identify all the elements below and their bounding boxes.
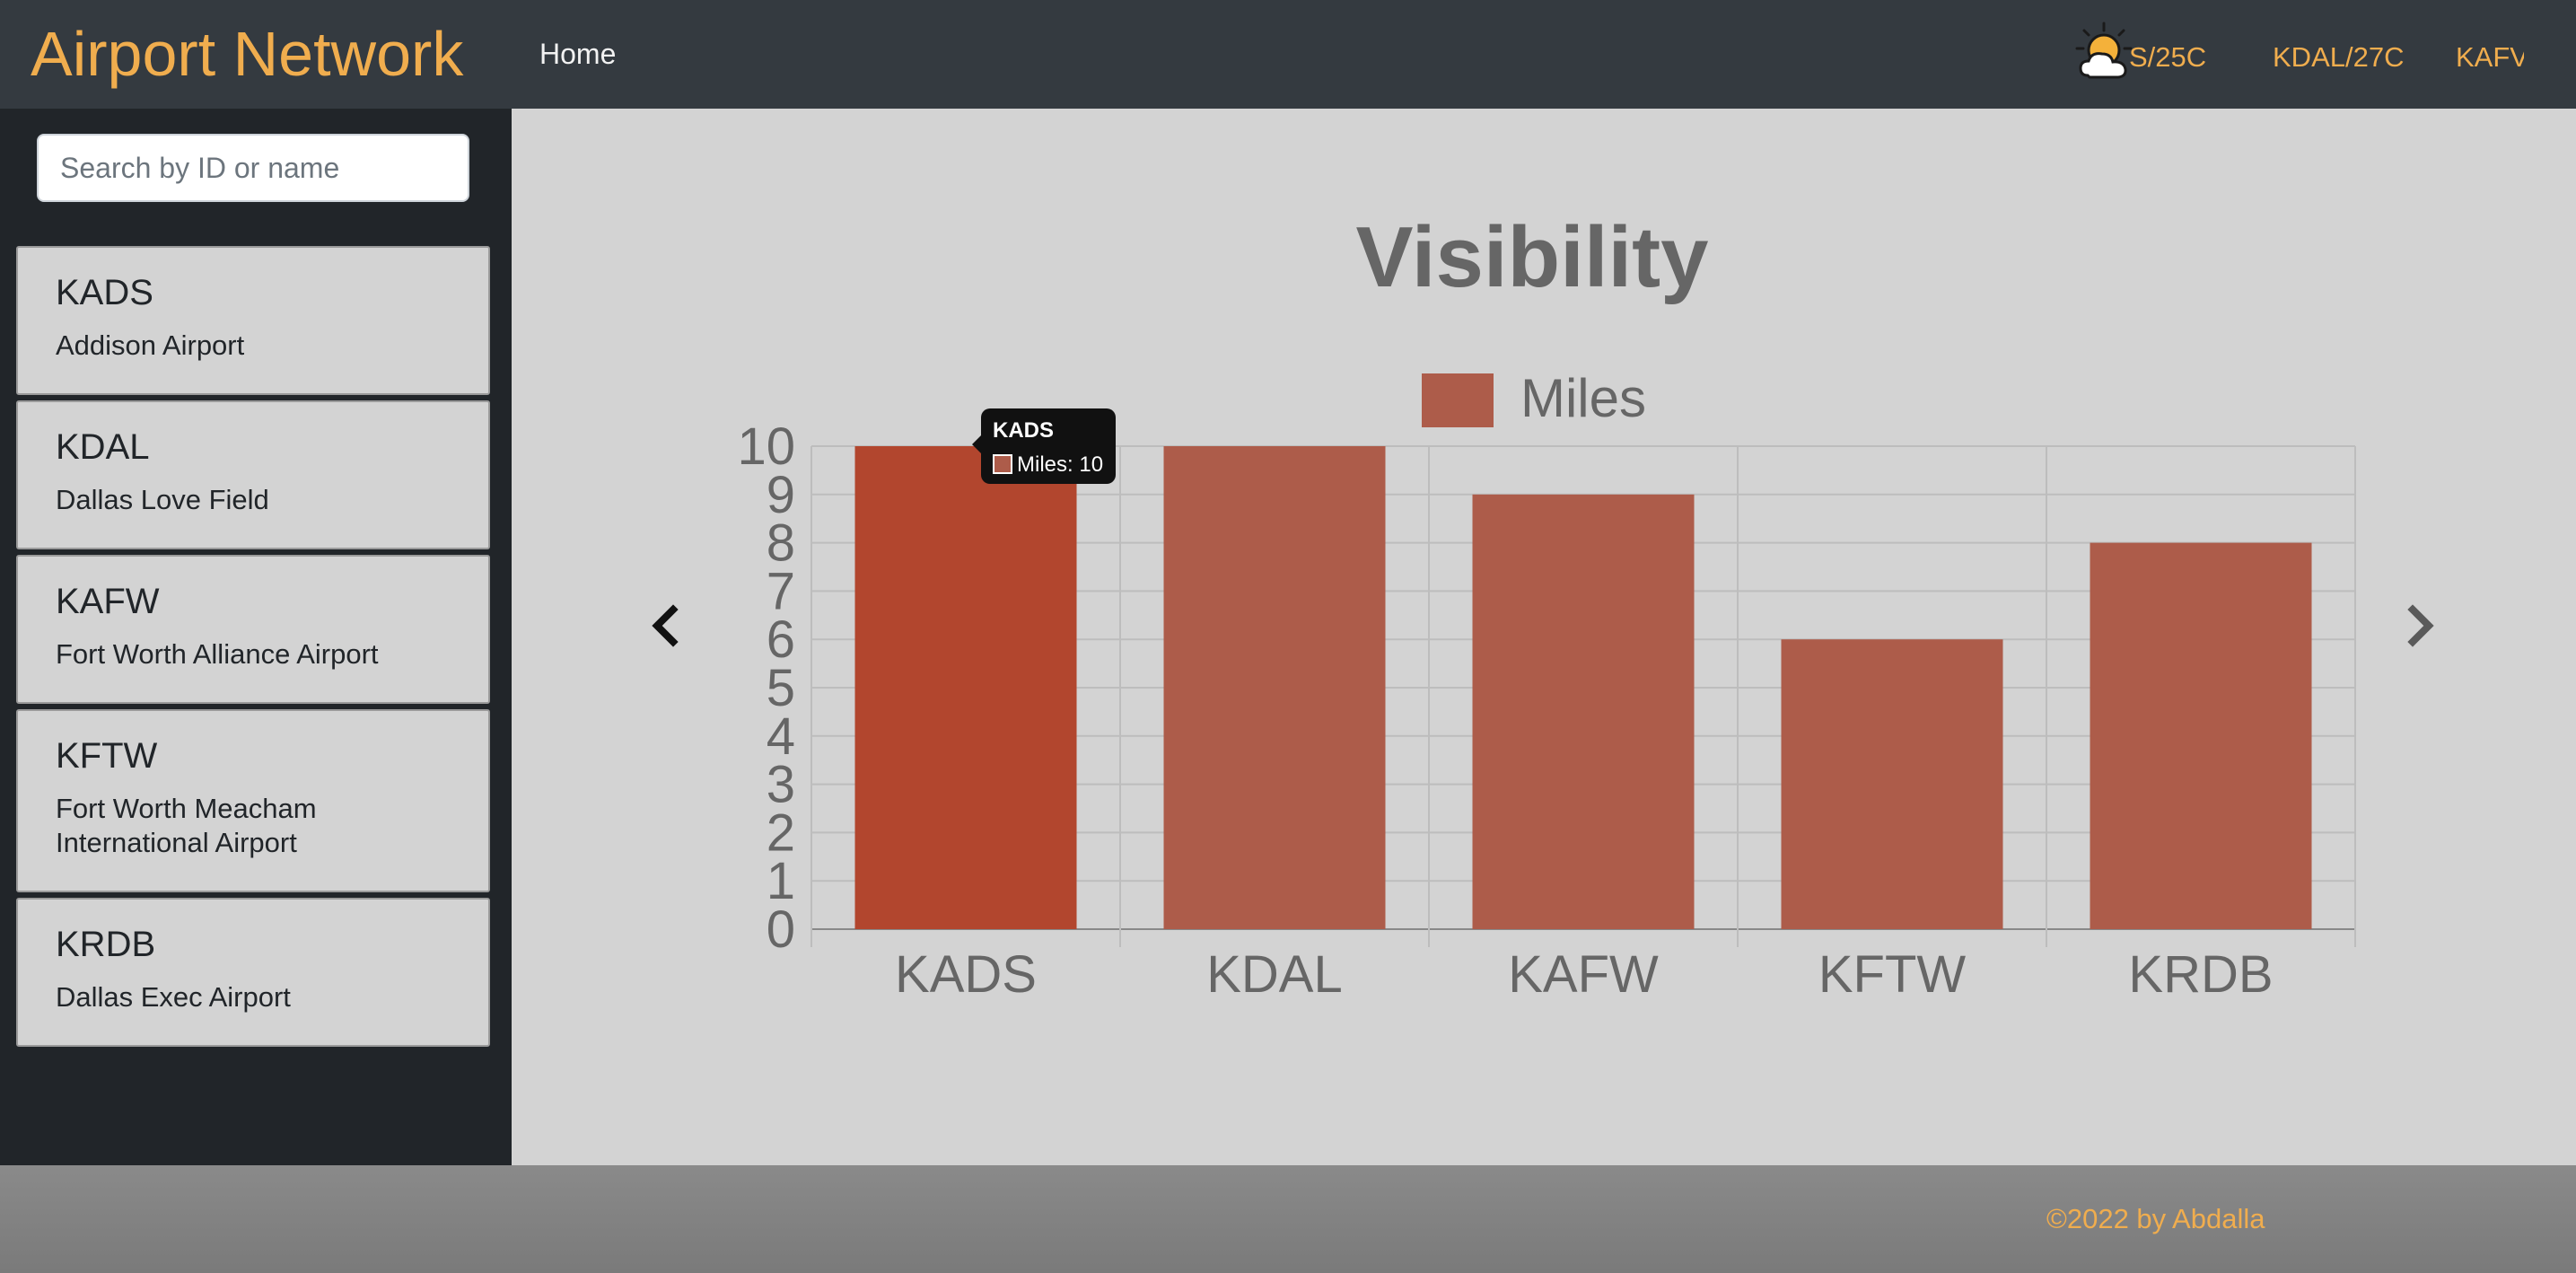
- ticker-item[interactable]: KDAL/27C: [2273, 41, 2405, 73]
- chart-tooltip: [981, 408, 1116, 484]
- chevron-right-icon: [2407, 604, 2434, 647]
- carousel-next-button[interactable]: [2391, 590, 2445, 662]
- airport-code: KRDB: [56, 925, 156, 964]
- airport-card-krdb[interactable]: KRDB Dallas Exec Airport: [16, 898, 490, 1047]
- tooltip-label: Miles: 10: [1017, 452, 1103, 477]
- airport-code: KAFW: [56, 582, 160, 621]
- airport-card-kdal[interactable]: KDAL Dallas Love Field: [16, 400, 490, 549]
- page-footer: ©2022 by Abdalla: [0, 1165, 2576, 1273]
- y-tick-label: 7: [767, 562, 795, 620]
- x-tick-label: KRDB: [2128, 945, 2273, 1004]
- y-tick-label: 9: [767, 466, 795, 524]
- y-tick-label: 4: [767, 707, 795, 766]
- x-tick-label: KADS: [895, 945, 1037, 1004]
- airport-name: Fort Worth Meacham International Airport: [56, 793, 317, 858]
- chart-title: Visibility: [1355, 209, 1708, 305]
- bar-kads[interactable]: [854, 446, 1077, 929]
- airport-card-kafw[interactable]: KAFW Fort Worth Alliance Airport: [16, 555, 490, 704]
- tooltip-swatch: [993, 454, 1012, 474]
- y-tick-label: 0: [767, 900, 795, 959]
- partly-cloudy-sun-icon: [2075, 22, 2133, 79]
- tooltip-title: KADS: [993, 418, 1054, 443]
- search-input[interactable]: [37, 134, 469, 202]
- y-tick-label: 10: [737, 417, 795, 476]
- carousel-prev-button[interactable]: [637, 590, 691, 662]
- legend-swatch: [1422, 373, 1494, 427]
- bar-kftw[interactable]: [1781, 639, 2003, 929]
- footer-copyright: ©2022 by Abdalla: [2046, 1203, 2265, 1234]
- legend-label[interactable]: Miles: [1520, 368, 1646, 428]
- brand-logo[interactable]: Airport Network: [31, 19, 464, 89]
- airport-code: KDAL: [56, 427, 150, 467]
- ticker-item[interactable]: S/25C: [2129, 41, 2207, 73]
- airport-code: KFTW: [56, 736, 158, 776]
- y-tick-label: 1: [767, 852, 795, 910]
- x-tick-label: KFTW: [1818, 945, 1967, 1004]
- chart-carousel: Visibility Miles 0 1 2 3 4 5 6 7 8 9 10 KADS KDAL KAF…: [512, 109, 2576, 1165]
- y-tick-label: 5: [767, 659, 795, 717]
- airport-sidebar: KADS Addison Airport KDAL Dallas Love Fi…: [0, 109, 512, 1165]
- y-tick-label: 3: [767, 756, 795, 814]
- y-tick-label: 6: [767, 610, 795, 669]
- bar-kdal[interactable]: [1163, 446, 1386, 929]
- weather-ticker: S/25C KDAL/27C KAFV: [2072, 20, 2524, 95]
- airport-card-kads[interactable]: KADS Addison Airport: [16, 246, 490, 395]
- chevron-left-icon: [652, 604, 679, 647]
- airport-code: KADS: [56, 273, 153, 312]
- y-tick-label: 8: [767, 514, 795, 573]
- airport-name: Fort Worth Alliance Airport: [56, 638, 379, 670]
- x-tick-label: KAFW: [1508, 945, 1659, 1004]
- bar-krdb[interactable]: [2090, 542, 2312, 929]
- top-navbar: Airport Network Home S/25C KDAL/27C KAFV: [0, 0, 2576, 109]
- airport-card-kftw[interactable]: KFTW Fort Worth Meacham International Ai…: [16, 709, 490, 892]
- nav-home-link[interactable]: Home: [539, 38, 617, 70]
- x-tick-label: KDAL: [1206, 945, 1343, 1004]
- ticker-item[interactable]: KAFV: [2456, 41, 2524, 73]
- bar-kafw[interactable]: [1472, 494, 1695, 929]
- tooltip-pointer: [972, 435, 981, 453]
- airport-name: Dallas Exec Airport: [56, 981, 291, 1013]
- airport-name: Dallas Love Field: [56, 484, 269, 515]
- airport-name: Addison Airport: [56, 329, 245, 361]
- y-tick-label: 2: [767, 803, 795, 862]
